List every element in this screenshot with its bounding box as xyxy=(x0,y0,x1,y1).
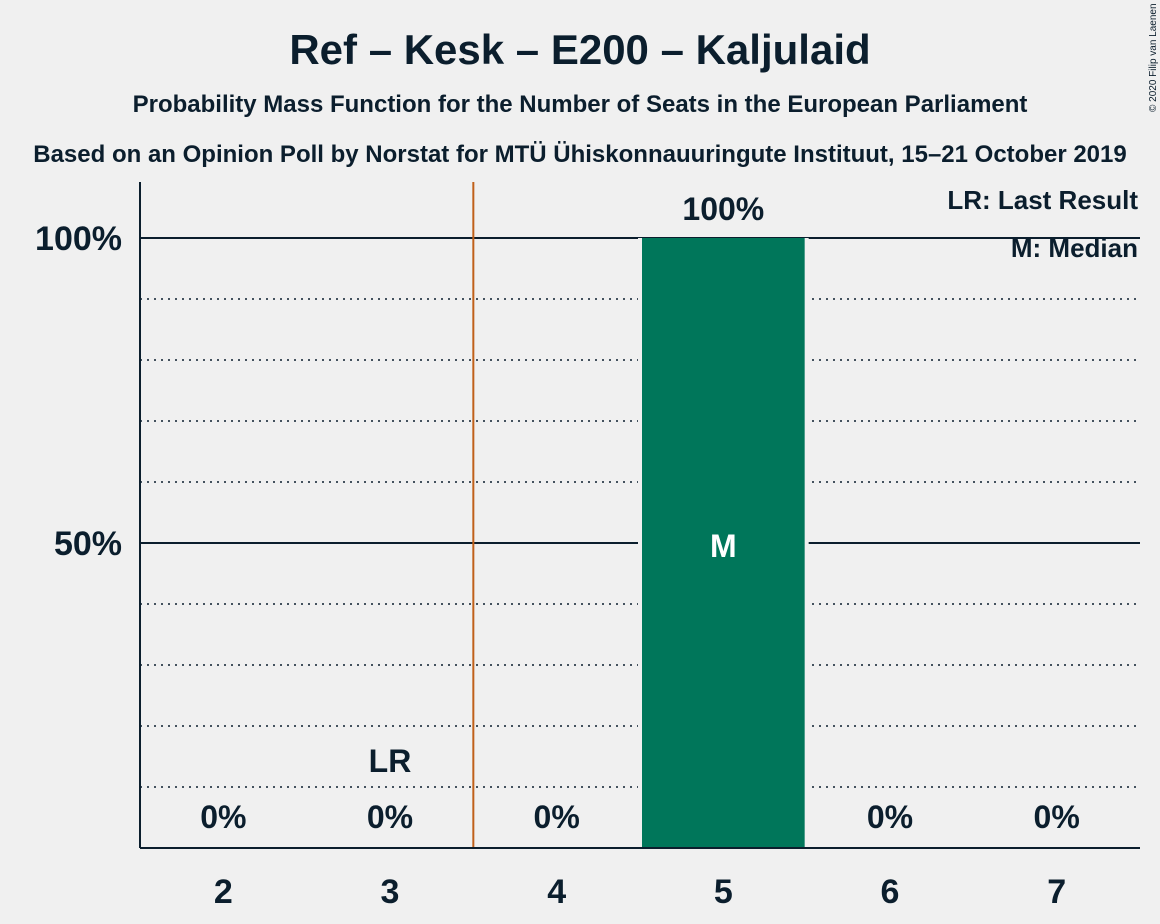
legend-median: M: Median xyxy=(1011,233,1138,263)
legend-last-result: LR: Last Result xyxy=(947,185,1138,215)
chart-subtitle-2: Based on an Opinion Poll by Norstat for … xyxy=(33,141,1126,168)
x-tick-label: 7 xyxy=(1047,873,1066,911)
x-tick-label: 6 xyxy=(881,873,900,911)
copyright-text: © 2020 Filip van Laenen xyxy=(1148,3,1159,112)
bar-seats-5 xyxy=(642,238,805,848)
bars xyxy=(638,238,809,848)
x-tick-label: 5 xyxy=(714,873,733,911)
data-label: 0% xyxy=(1034,799,1080,835)
data-label: 0% xyxy=(534,799,580,835)
data-label: 0% xyxy=(367,799,413,835)
y-tick-label: 50% xyxy=(54,525,122,563)
x-tick-label: 4 xyxy=(547,873,566,911)
x-tick-label: 3 xyxy=(381,873,400,911)
data-label: 0% xyxy=(867,799,913,835)
last-result-marker: LR xyxy=(369,743,412,779)
x-tick-label: 2 xyxy=(214,873,233,911)
data-label: 0% xyxy=(200,799,246,835)
chart-title: Ref – Kesk – E200 – Kaljulaid xyxy=(289,26,870,73)
chart-subtitle: Probability Mass Function for the Number… xyxy=(133,91,1028,118)
data-labels: 0% 0% 0% 100% 0% 0% LR M xyxy=(200,191,1080,835)
axes: 50% 100% 2 3 4 5 6 7 xyxy=(35,182,1140,911)
median-marker: M xyxy=(710,528,737,564)
y-tick-label: 100% xyxy=(35,220,122,258)
data-label: 100% xyxy=(682,191,764,227)
